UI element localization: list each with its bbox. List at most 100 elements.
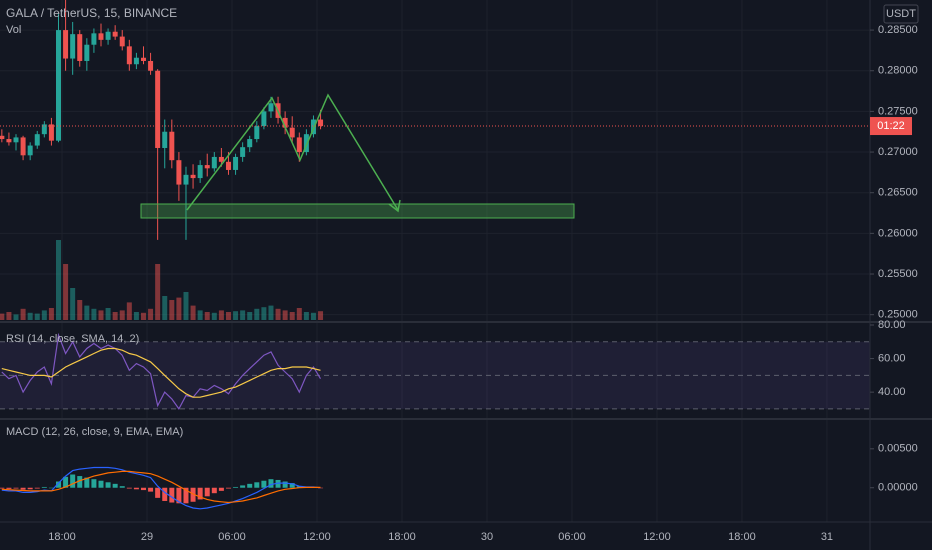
histogram-bar	[155, 487, 161, 498]
volume-bar	[218, 310, 224, 320]
volume-bar	[133, 312, 139, 320]
histogram-bar	[133, 487, 139, 490]
candle-body	[155, 70, 161, 148]
volume-bar	[240, 310, 246, 320]
indicator-line	[1, 332, 322, 411]
candle-body	[119, 36, 125, 47]
y-tick-label: 0.00000	[878, 482, 918, 494]
countdown-label: 01:22	[877, 120, 905, 132]
x-tick-label: 06:00	[558, 531, 586, 543]
y-tick-label: 40.00	[878, 386, 906, 398]
volume-bar	[20, 308, 26, 320]
y-tick-label: 0.26000	[878, 227, 918, 239]
candle-body	[126, 46, 132, 65]
candle-body	[211, 156, 217, 169]
candle-body	[296, 137, 302, 153]
x-tick-label: 12:00	[643, 531, 671, 543]
currency-badge[interactable]	[883, 4, 919, 24]
volume-bar	[225, 312, 231, 320]
volume-bar	[34, 313, 40, 320]
x-tick-label: 31	[821, 531, 833, 543]
histogram-bar	[91, 479, 97, 488]
volume-bar	[204, 312, 210, 320]
volume-bar	[296, 308, 302, 320]
currency-label[interactable]: USDT	[886, 8, 916, 20]
y-tick-label: 0.25000	[878, 309, 918, 321]
candle-body	[27, 145, 33, 156]
histogram-bar	[70, 474, 76, 488]
chart-title: GALA / TetherUS, 15, BINANCE	[6, 6, 177, 20]
volume-bar	[169, 300, 175, 320]
x-tick-label: 18:00	[728, 531, 756, 543]
candle-body	[247, 139, 253, 148]
candle-body	[98, 33, 104, 40]
volume-bar	[126, 302, 132, 320]
volume-bar	[112, 312, 118, 320]
histogram-bar	[105, 482, 111, 488]
histogram-bar	[197, 487, 203, 500]
volume-bar	[84, 305, 90, 320]
volume-bar	[140, 312, 146, 320]
candle-body	[190, 174, 196, 179]
histogram-bar	[261, 480, 267, 488]
histogram-bar	[254, 482, 260, 488]
histogram-bar	[148, 487, 154, 492]
x-tick-label: 06:00	[218, 531, 246, 543]
volume-bar	[211, 312, 217, 320]
support-zone	[140, 203, 575, 219]
candle-body	[84, 44, 90, 61]
y-tick-label: 80.00	[878, 319, 906, 331]
candle-body	[34, 134, 40, 146]
candle-body	[240, 147, 246, 157]
volume-bar	[233, 311, 239, 320]
histogram-bar	[289, 483, 295, 488]
x-tick-label: 29	[141, 531, 153, 543]
candle-body	[20, 137, 26, 156]
candle-body	[268, 103, 274, 112]
volume-bar	[119, 310, 125, 320]
candle-body	[105, 31, 111, 40]
histogram-bar	[119, 486, 125, 488]
histogram-bar	[6, 487, 12, 489]
volume-bar	[6, 312, 12, 320]
histogram-bar	[247, 483, 253, 488]
histogram-bar	[84, 477, 90, 488]
volume-bar	[63, 264, 69, 320]
volume-bar	[183, 292, 189, 320]
countdown-badge	[870, 117, 912, 136]
volume-bar	[261, 307, 267, 320]
candle-body	[225, 161, 231, 170]
candle-body	[318, 119, 324, 127]
candle-body	[112, 31, 118, 37]
volume-bar	[105, 308, 111, 320]
indicator-line	[1, 466, 321, 510]
candle-body	[133, 57, 139, 65]
volume-bar	[318, 311, 324, 320]
volume-bar	[275, 308, 281, 320]
volume-bar	[0, 313, 5, 320]
histogram-bar	[183, 487, 189, 504]
y-tick-label: 60.00	[878, 352, 906, 364]
y-tick-label: 0.28500	[878, 24, 918, 36]
candle-body	[63, 30, 69, 59]
y-tick-label: 0.26500	[878, 187, 918, 199]
histogram-bar	[225, 487, 231, 489]
histogram-bar	[162, 487, 168, 501]
histogram-bar	[20, 487, 26, 490]
candle-body	[183, 174, 189, 185]
histogram-bar	[0, 487, 5, 489]
histogram-bar	[275, 479, 281, 488]
histogram-bar	[211, 487, 217, 494]
volume-bar	[148, 308, 154, 320]
histogram-bar	[218, 487, 224, 491]
volume-bar	[162, 296, 168, 320]
histogram-bar	[233, 486, 239, 488]
volume-bar	[13, 314, 19, 320]
histogram-bar	[112, 483, 118, 488]
candle-body	[6, 139, 12, 143]
candle-body	[77, 34, 83, 61]
volume-bar	[70, 288, 76, 320]
histogram-bar	[240, 485, 246, 488]
